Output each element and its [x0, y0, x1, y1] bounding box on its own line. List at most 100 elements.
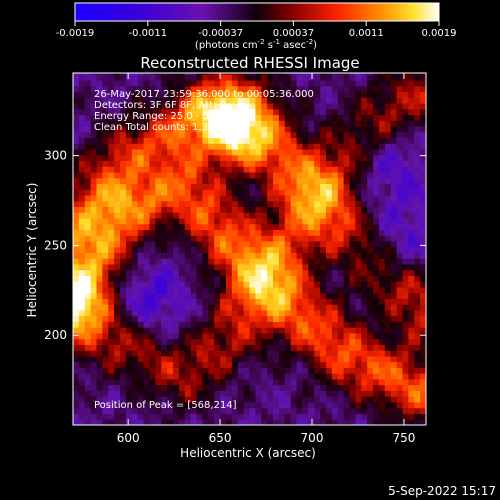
heatmap-cell: [114, 189, 121, 196]
heatmap-cell: [125, 137, 133, 144]
heatmap-cell: [173, 229, 180, 236]
heatmap-cell: [208, 183, 215, 190]
heatmap-cell: [214, 195, 221, 202]
heatmap-cell: [114, 275, 121, 282]
heatmap-cell: [314, 137, 321, 144]
heatmap-cell: [302, 160, 309, 167]
heatmap-cell: [296, 258, 303, 265]
heatmap-cell: [196, 91, 203, 98]
heatmap-cell: [73, 143, 80, 150]
heatmap-cell: [125, 241, 133, 248]
heatmap-cell: [296, 183, 303, 190]
heatmap-cell: [308, 373, 315, 380]
heatmap-cell: [343, 269, 350, 276]
heatmap-cell: [343, 315, 350, 322]
heatmap-cell: [196, 407, 203, 414]
heatmap-cell: [390, 321, 397, 328]
heatmap-cell: [78, 229, 86, 236]
heatmap-cell: [267, 103, 274, 110]
heatmap-cell: [361, 149, 368, 156]
heatmap-cell: [190, 235, 197, 242]
heatmap-cell: [225, 160, 233, 167]
heatmap-cell: [125, 229, 133, 236]
heatmap-cell: [278, 350, 286, 357]
heatmap-cell: [384, 160, 392, 167]
colorbar-ticks: -0.0019 -0.0011 -0.00037 0.00037 0.0011 0.001…: [56, 21, 457, 39]
heatmap-cell: [308, 235, 315, 242]
heatmap-cell: [167, 321, 174, 328]
heatmap-cell: [196, 269, 203, 276]
heatmap-cell: [190, 407, 197, 414]
heatmap-cell: [220, 287, 227, 294]
heatmap-cell: [161, 333, 168, 340]
heatmap-cell: [78, 310, 86, 317]
heatmap-cell: [143, 160, 150, 167]
heatmap-cell: [414, 189, 421, 196]
heatmap-cell: [114, 304, 121, 311]
heatmap-cell: [390, 252, 397, 259]
heatmap-cell: [261, 166, 268, 173]
heatmap-cell: [78, 275, 86, 282]
heatmap-cell: [137, 97, 144, 104]
heatmap-cell: [131, 396, 139, 403]
heatmap-cell: [284, 85, 292, 93]
heatmap-cell: [349, 108, 356, 116]
heatmap-cell: [167, 235, 174, 242]
heatmap-cell: [161, 327, 168, 334]
heatmap-cell: [214, 212, 221, 219]
heatmap-cell: [155, 275, 162, 282]
heatmap-cell: [196, 373, 203, 380]
heatmap-cell: [231, 126, 239, 133]
heatmap-cell: [78, 258, 86, 265]
heatmap-cell: [196, 189, 203, 196]
heatmap-cell: [167, 137, 174, 144]
heatmap-cell: [302, 344, 309, 351]
heatmap-cell: [202, 390, 209, 397]
heatmap-cell: [414, 172, 421, 179]
heatmap-cell: [161, 407, 168, 414]
heatmap-cell: [314, 189, 321, 196]
heatmap-cell: [273, 97, 280, 104]
heatmap-cell: [408, 149, 415, 156]
heatmap-cell: [84, 212, 92, 219]
heatmap-cell: [308, 108, 315, 116]
heatmap-cell: [302, 373, 309, 380]
heatmap-cell: [173, 338, 180, 345]
heatmap-cell: [173, 137, 180, 144]
heatmap-cell: [149, 206, 156, 213]
heatmap-cell: [337, 149, 345, 156]
heatmap-cell: [225, 292, 233, 299]
heatmap-cell: [308, 396, 315, 403]
heatmap-cell: [314, 344, 321, 351]
heatmap-cell: [231, 315, 239, 322]
heatmap-cell: [167, 177, 174, 185]
heatmap-cell: [349, 344, 356, 351]
heatmap-cell: [114, 218, 121, 225]
heatmap-cell: [131, 74, 139, 81]
heatmap-cell: [184, 350, 192, 357]
heatmap-cell: [114, 154, 121, 162]
heatmap-cell: [296, 287, 303, 294]
heatmap-cell: [131, 80, 139, 87]
heatmap-cell: [231, 137, 239, 144]
heatmap-cell: [231, 120, 239, 127]
heatmap-cell: [149, 200, 156, 208]
heatmap-cell: [261, 154, 268, 162]
heatmap-cell: [320, 246, 327, 253]
heatmap-cell: [214, 275, 221, 282]
heatmap-cell: [308, 120, 315, 127]
heatmap-cell: [114, 264, 121, 271]
heatmap-cell: [225, 361, 233, 368]
heatmap-cell: [273, 258, 280, 265]
heatmap-cell: [337, 252, 345, 259]
heatmap-cell: [278, 356, 286, 363]
heatmap-cell: [131, 407, 139, 414]
heatmap-cell: [149, 327, 156, 334]
heatmap-cell: [361, 200, 368, 208]
heatmap-cell: [167, 200, 174, 208]
heatmap-cell: [190, 149, 197, 156]
heatmap-cell: [320, 350, 327, 357]
heatmap-cell: [225, 252, 233, 259]
heatmap-cell: [414, 344, 421, 351]
heatmap-cell: [296, 327, 303, 334]
